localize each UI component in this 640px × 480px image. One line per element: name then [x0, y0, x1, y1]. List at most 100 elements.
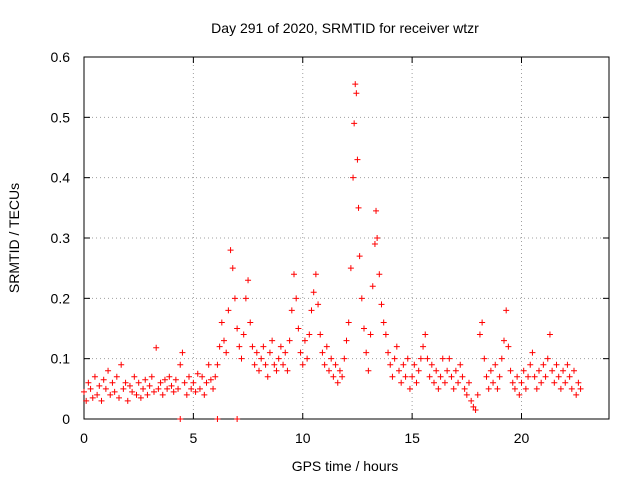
data-point — [245, 277, 252, 284]
data-point — [422, 331, 429, 338]
data-point — [505, 343, 512, 350]
data-point — [444, 367, 451, 374]
data-point — [343, 337, 350, 344]
data-point — [120, 385, 127, 392]
data-point — [476, 331, 483, 338]
data-point — [391, 355, 398, 362]
data-point — [166, 373, 173, 380]
data-point — [461, 385, 468, 392]
data-point — [231, 295, 238, 302]
y-tick-label: 0.5 — [51, 109, 71, 125]
data-point — [214, 361, 221, 368]
data-point — [238, 355, 245, 362]
data-point — [319, 349, 326, 356]
data-point — [291, 271, 297, 278]
data-point — [520, 367, 527, 374]
data-point — [441, 379, 448, 386]
data-point — [527, 361, 534, 368]
data-point — [111, 388, 118, 395]
data-point — [317, 331, 324, 338]
gridlines — [84, 57, 609, 419]
data-point — [140, 385, 147, 392]
data-point — [485, 385, 492, 392]
data-point — [374, 235, 381, 241]
data-point — [424, 355, 431, 362]
data-point — [275, 355, 282, 362]
data-point — [249, 343, 256, 350]
data-point — [190, 379, 197, 386]
data-point — [573, 391, 580, 398]
y-tick-label: 0.6 — [51, 49, 71, 65]
data-point — [568, 385, 575, 392]
data-point — [234, 325, 241, 332]
data-point — [490, 379, 497, 386]
data-point — [373, 207, 380, 214]
data-point — [492, 361, 499, 368]
chart-title: Day 291 of 2020, SRMTID for receiver wtz… — [211, 20, 479, 36]
data-point — [102, 385, 109, 392]
data-point — [382, 331, 389, 338]
x-tick-label: 0 — [80, 430, 88, 446]
data-point — [551, 379, 558, 386]
data-point — [564, 361, 571, 368]
data-point — [299, 361, 306, 368]
data-point — [144, 391, 151, 398]
data-point — [330, 373, 337, 380]
data-point — [387, 361, 394, 368]
data-point — [321, 361, 328, 368]
data-point — [126, 382, 133, 389]
data-point — [354, 156, 361, 163]
data-point — [503, 307, 510, 314]
data-point — [146, 382, 153, 389]
data-point — [315, 301, 322, 308]
data-point — [223, 349, 230, 356]
data-point — [439, 355, 446, 362]
data-point — [481, 355, 488, 362]
data-point — [369, 283, 376, 290]
data-point — [345, 319, 352, 326]
data-point — [356, 253, 363, 260]
data-points — [81, 81, 584, 422]
data-point — [498, 355, 505, 362]
data-point — [94, 391, 101, 398]
data-point — [256, 367, 262, 374]
x-tick-label: 10 — [295, 430, 311, 446]
data-point — [183, 391, 190, 398]
data-point — [203, 379, 210, 386]
data-point — [234, 416, 241, 422]
data-point — [536, 367, 542, 374]
y-tick-label: 0.2 — [51, 290, 71, 306]
data-point — [575, 379, 582, 386]
data-point — [452, 367, 459, 374]
y-axis-label: SRMTID / TECUs — [6, 183, 22, 293]
data-point — [406, 385, 413, 392]
data-point — [459, 373, 466, 380]
data-point — [260, 343, 267, 350]
data-point — [511, 385, 518, 392]
data-point — [153, 344, 160, 351]
data-point — [284, 367, 291, 374]
data-point — [332, 361, 339, 368]
data-point — [376, 271, 383, 278]
data-point — [118, 361, 125, 368]
data-point — [124, 397, 131, 404]
data-point — [450, 385, 457, 392]
data-point — [308, 307, 315, 314]
data-point — [326, 367, 332, 374]
data-point — [571, 367, 577, 374]
data-point — [367, 331, 374, 338]
data-point — [186, 373, 192, 380]
data-point — [433, 367, 440, 374]
data-point — [297, 349, 304, 356]
y-tick-label: 0.1 — [51, 351, 71, 367]
data-point — [91, 373, 98, 380]
data-point — [455, 379, 462, 386]
data-point — [304, 355, 311, 362]
data-point — [83, 397, 90, 404]
data-point — [350, 174, 357, 181]
data-point — [472, 406, 479, 413]
data-point — [501, 337, 507, 344]
data-point — [389, 373, 396, 380]
data-point — [262, 361, 269, 368]
